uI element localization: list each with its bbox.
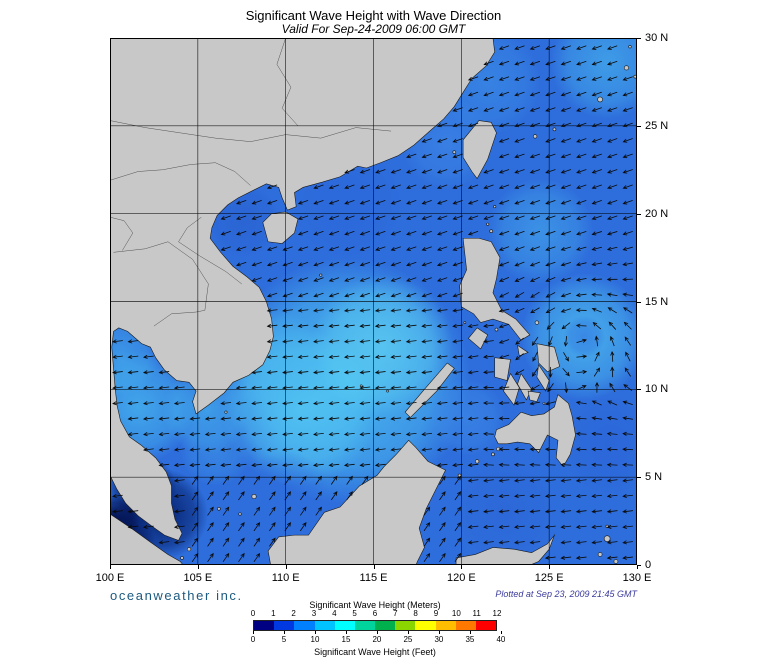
colorbar-feet-tick-mark xyxy=(500,631,502,634)
lon-tick-label: 115 E xyxy=(359,572,388,584)
colorbar-feet-tick-mark xyxy=(314,631,316,634)
colorbar-title-meters: Significant Wave Height (Meters) xyxy=(309,600,441,610)
colorbar-segment xyxy=(475,621,497,630)
colorbar-segment xyxy=(395,621,416,630)
page-title: Significant Wave Height with Wave Direct… xyxy=(245,8,502,23)
lon-tick-label: 100 E xyxy=(95,572,125,584)
lat-tick-label: 0 xyxy=(645,559,652,571)
colorbar-meters-tick: 6 xyxy=(372,609,378,618)
lon-tick-label: 120 E xyxy=(446,572,476,584)
lat-tick-label: 10 N xyxy=(645,383,669,396)
lat-tick-mark xyxy=(637,38,641,39)
lat-tick-mark xyxy=(637,389,641,391)
lat-tick-label: 15 N xyxy=(645,295,669,308)
colorbar-feet-tick: 5 xyxy=(281,635,287,644)
colorbar-meters-tick: 12 xyxy=(492,609,502,618)
lon-tick-mark xyxy=(197,565,199,569)
colorbar-meters-tick: 0 xyxy=(250,609,256,618)
colorbar-feet-tick-mark xyxy=(469,631,471,634)
lon-tick-mark xyxy=(285,565,287,569)
lat-tick-mark xyxy=(637,301,641,303)
lat-tick-label: 20 N xyxy=(645,207,669,220)
lat-tick-mark xyxy=(637,125,641,127)
lon-tick-mark xyxy=(461,565,463,569)
colorbar-segment xyxy=(354,621,376,630)
lon-tick-label: 125 E xyxy=(534,572,564,584)
colorbar-segment xyxy=(294,621,315,630)
lon-tick-label: 110 E xyxy=(271,572,300,584)
colorbar-feet-tick-mark xyxy=(438,631,440,634)
colorbar-segment xyxy=(415,621,436,630)
map-area xyxy=(110,38,637,565)
colorbar-segment xyxy=(274,621,295,630)
colorbar-segment xyxy=(455,621,476,630)
colorbar-segment xyxy=(375,621,396,630)
lon-tick-mark xyxy=(373,565,375,569)
plotted-timestamp: Plotted at Sep 23, 2009 21:45 GMT xyxy=(495,589,637,599)
colorbar-meters-tick: 9 xyxy=(433,609,439,618)
colorbar-meters-tick: 11 xyxy=(472,609,481,618)
colorbar-feet-tick: 20 xyxy=(372,635,382,644)
colorbar-segment xyxy=(254,621,275,630)
oceanweather-logo: oceanweather inc. xyxy=(110,588,243,603)
colorbar-segment xyxy=(314,621,335,630)
colorbar-meters-tick: 1 xyxy=(271,609,276,618)
lon-tick-mark xyxy=(549,565,551,569)
colorbar-meters-tick: 7 xyxy=(393,609,398,618)
colorbar-feet-tick: 35 xyxy=(465,635,475,644)
lat-tick-mark xyxy=(637,213,641,215)
colorbar-meters-tick: 4 xyxy=(332,609,337,618)
colorbar-meters-tick: 5 xyxy=(352,609,357,618)
lat-tick-label: 5 N xyxy=(645,471,663,484)
colorbar-feet-tick-mark xyxy=(376,631,378,634)
lat-tick-label: 30 N xyxy=(645,32,669,44)
wave-height-map-canvas xyxy=(110,38,637,565)
colorbar-segment xyxy=(334,621,355,630)
colorbar-meters-tick: 8 xyxy=(413,609,418,618)
lat-tick-mark xyxy=(637,565,641,566)
colorbar-meters-tick: 2 xyxy=(291,609,296,618)
colorbar xyxy=(253,620,497,631)
colorbar-feet-tick-mark xyxy=(407,631,409,634)
colorbar-feet-tick: 30 xyxy=(434,635,444,644)
valid-time-subtitle: Valid For Sep-24-2009 06:00 GMT xyxy=(281,22,466,36)
lon-tick-mark xyxy=(110,565,111,569)
colorbar-title-feet: Significant Wave Height (Feet) xyxy=(314,647,436,657)
lat-tick-label: 25 N xyxy=(645,119,669,132)
colorbar-meters-tick: 3 xyxy=(311,609,317,618)
lon-tick-mark xyxy=(637,565,638,569)
colorbar-feet-tick: 15 xyxy=(341,635,351,644)
colorbar-feet-tick: 40 xyxy=(496,635,506,644)
colorbar-meters-tick: 10 xyxy=(451,609,461,618)
colorbar-feet-tick: 25 xyxy=(403,635,413,644)
lat-tick-mark xyxy=(637,477,641,479)
colorbar-feet-tick-mark xyxy=(253,631,254,634)
lon-tick-label: 105 E xyxy=(183,572,213,584)
colorbar-feet-tick: 0 xyxy=(250,635,256,644)
colorbar-feet-tick-mark xyxy=(283,631,285,634)
colorbar-feet-tick-mark xyxy=(345,631,347,634)
colorbar-segment xyxy=(435,621,456,630)
lon-tick-label: 130 E xyxy=(622,572,652,584)
colorbar-feet-tick: 10 xyxy=(310,635,320,644)
